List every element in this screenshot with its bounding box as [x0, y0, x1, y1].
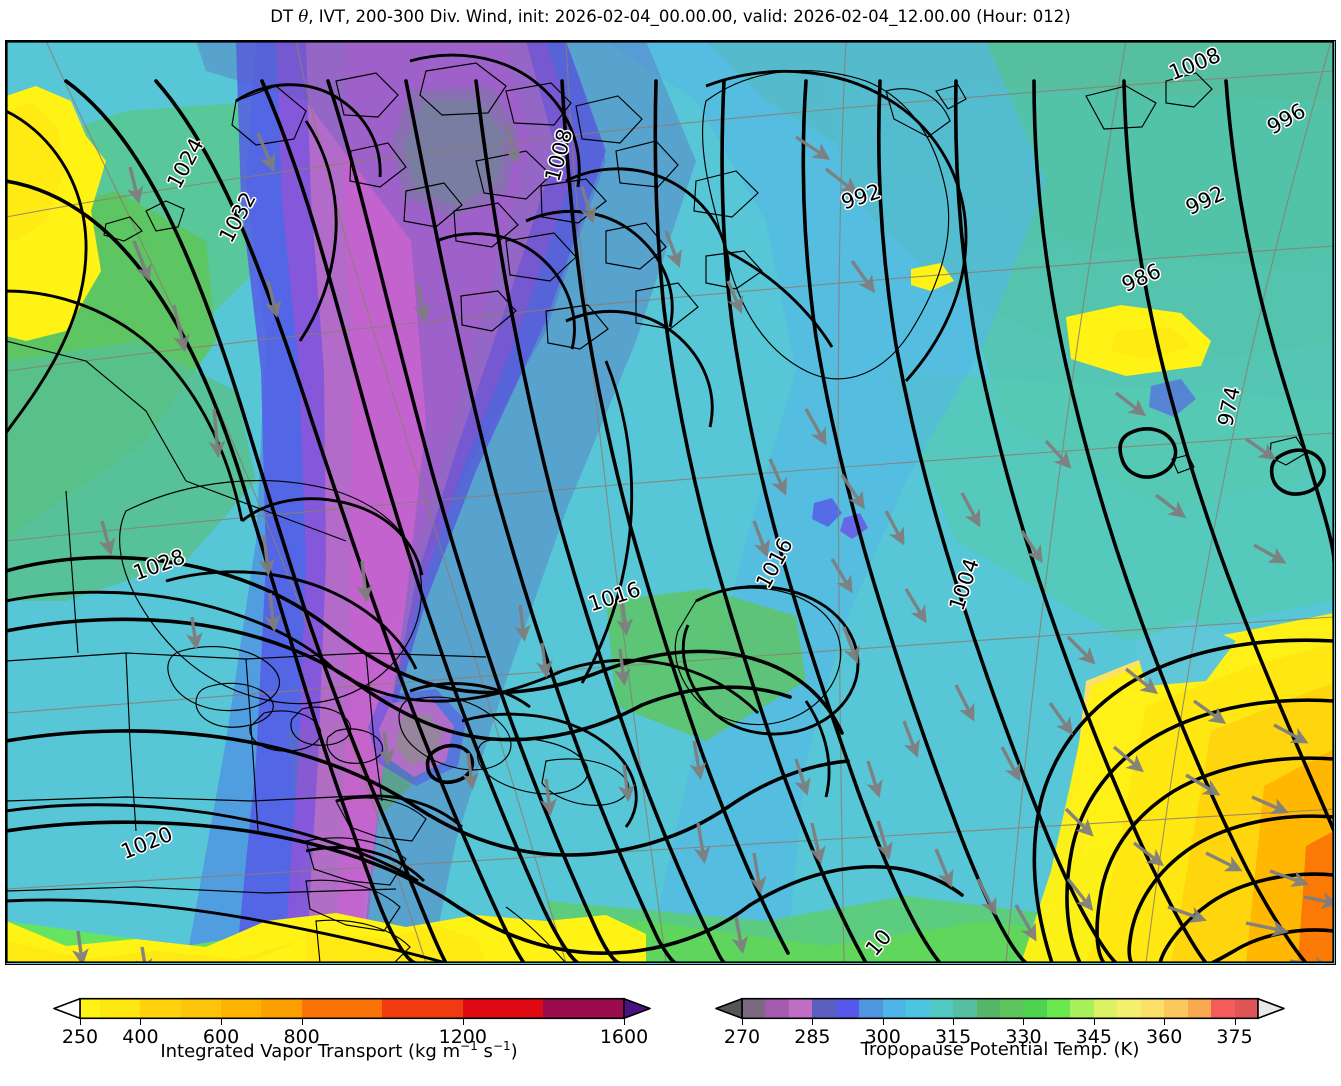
colorbar-segment: [1164, 998, 1188, 1019]
colorbar-ivt-label: Integrated Vapor Transport (kg m−1 s−1): [160, 1039, 518, 1062]
map-frame: [6, 41, 1334, 963]
map-axes[interactable]: 1024 1032 1008 1008 996 992 992 986 974 1028 1016 1…: [5, 40, 1336, 965]
colorbar-dt-theta[interactable]: 270 285 300 315 330 345 360 375 Tropopause Pote…: [715, 997, 1285, 1060]
colorbar-dt-theta-gradient: [742, 998, 1258, 1019]
colorbar-segment: [140, 998, 181, 1019]
colorbar-tick-label: 1600: [599, 1026, 649, 1048]
mslp-isobars: [6, 79, 1334, 963]
title-suffix: , IVT, 200-300 Div. Wind, init: 2026-02-…: [308, 7, 1071, 26]
colorbar-segment: [882, 998, 907, 1019]
colorbar-dt-theta-extend-caps: [715, 997, 1285, 1020]
divergent-wind-vectors: [72, 124, 1334, 963]
colorbar-segment: [220, 998, 262, 1019]
colorbar-tick-label: 375: [1216, 1026, 1253, 1048]
colorbar-tick: [1234, 1019, 1236, 1025]
colorbar-segment: [1046, 998, 1071, 1019]
colorbar-tick: [221, 1019, 223, 1025]
colorbar-segment: [80, 998, 101, 1019]
colorbar-segment: [1234, 998, 1258, 1019]
colorbar-dt-theta-label: Tropopause Potential Temp. (K): [860, 1039, 1140, 1060]
colorbar-segment: [976, 998, 1000, 1019]
colorbar-segment: [1023, 998, 1047, 1019]
colorbar-tick: [742, 1019, 743, 1025]
colorbar-segment: [382, 998, 463, 1019]
colorbar-segment: [1070, 998, 1094, 1019]
colorbar-tick: [882, 1019, 884, 1025]
figure-title: DT θ, IVT, 200-300 Div. Wind, init: 2026…: [0, 7, 1341, 26]
colorbar-tick-label: 300: [864, 1026, 901, 1048]
colorbar-dt-theta-ticks: 270 285 300 315 330 345 360 375: [716, 1019, 1284, 1053]
colorbar-segment: [180, 998, 221, 1019]
colorbar-tick: [80, 1019, 81, 1025]
colorbar-segment: [1211, 998, 1235, 1019]
colorbar-tick: [953, 1019, 955, 1025]
colorbar-tick-label: 315: [934, 1026, 972, 1048]
colorbar-tick-label: 1200: [438, 1026, 487, 1048]
colorbar-ivt[interactable]: 250 400 600 800 1200 1600 Integrated Vapor Tr…: [53, 997, 651, 1062]
colorbar-tick-label: 360: [1146, 1026, 1183, 1048]
colorbar-segment: [543, 998, 624, 1019]
colorbar-segment: [742, 998, 766, 1019]
colorbar-tick-label: 330: [1005, 1026, 1042, 1048]
colorbar-tick: [1164, 1019, 1166, 1025]
colorbar-segment: [835, 998, 860, 1019]
colorbar-tick: [624, 1019, 625, 1025]
colorbar-tick-label: 400: [122, 1026, 159, 1048]
colorbar-tick: [1093, 1019, 1095, 1025]
colorbar-segment: [301, 998, 383, 1019]
colorbar-tick: [462, 1019, 464, 1025]
colorbar-segment: [765, 998, 789, 1019]
colorbar-segment: [812, 998, 836, 1019]
title-prefix: DT: [270, 7, 299, 26]
colorbar-segment: [929, 998, 954, 1019]
colorbar-segment: [788, 998, 813, 1019]
colorbar-segment: [1093, 998, 1118, 1019]
colorbar-segment: [1117, 998, 1141, 1019]
colorbar-tick: [301, 1019, 303, 1025]
colorbar-segment: [462, 998, 544, 1019]
colorbar-tick-label: 250: [61, 1026, 99, 1048]
colorbar-ivt-extend-caps: [53, 997, 651, 1020]
colorbar-segment: [1140, 998, 1165, 1019]
colorbar-segment: [906, 998, 930, 1019]
colorbar-tick-label: 270: [723, 1026, 761, 1048]
colorbar-tick-label: 800: [283, 1026, 320, 1048]
colorbar-tick: [812, 1019, 814, 1025]
map-canvas: [6, 41, 1334, 963]
colorbar-segment: [261, 998, 302, 1019]
colorbar-segment: [100, 998, 141, 1019]
colorbar-tick: [140, 1019, 142, 1025]
colorbar-segment: [999, 998, 1024, 1019]
colorbar-segment: [953, 998, 977, 1019]
colorbar-ivt-ticks: 250 400 600 800 1200 1600: [54, 1019, 648, 1053]
colorbar-ivt-gradient: [80, 998, 624, 1019]
colorbar-segment: [859, 998, 883, 1019]
title-theta-symbol: θ: [298, 7, 309, 26]
colorbar-tick-label: 345: [1075, 1026, 1112, 1048]
colorbar-segment: [1187, 998, 1212, 1019]
colorbar-tick-label: 600: [202, 1026, 240, 1048]
colorbar-tick-label: 285: [794, 1026, 831, 1048]
colorbar-tick: [1023, 1019, 1025, 1025]
coastlines-bold: [6, 53, 968, 963]
